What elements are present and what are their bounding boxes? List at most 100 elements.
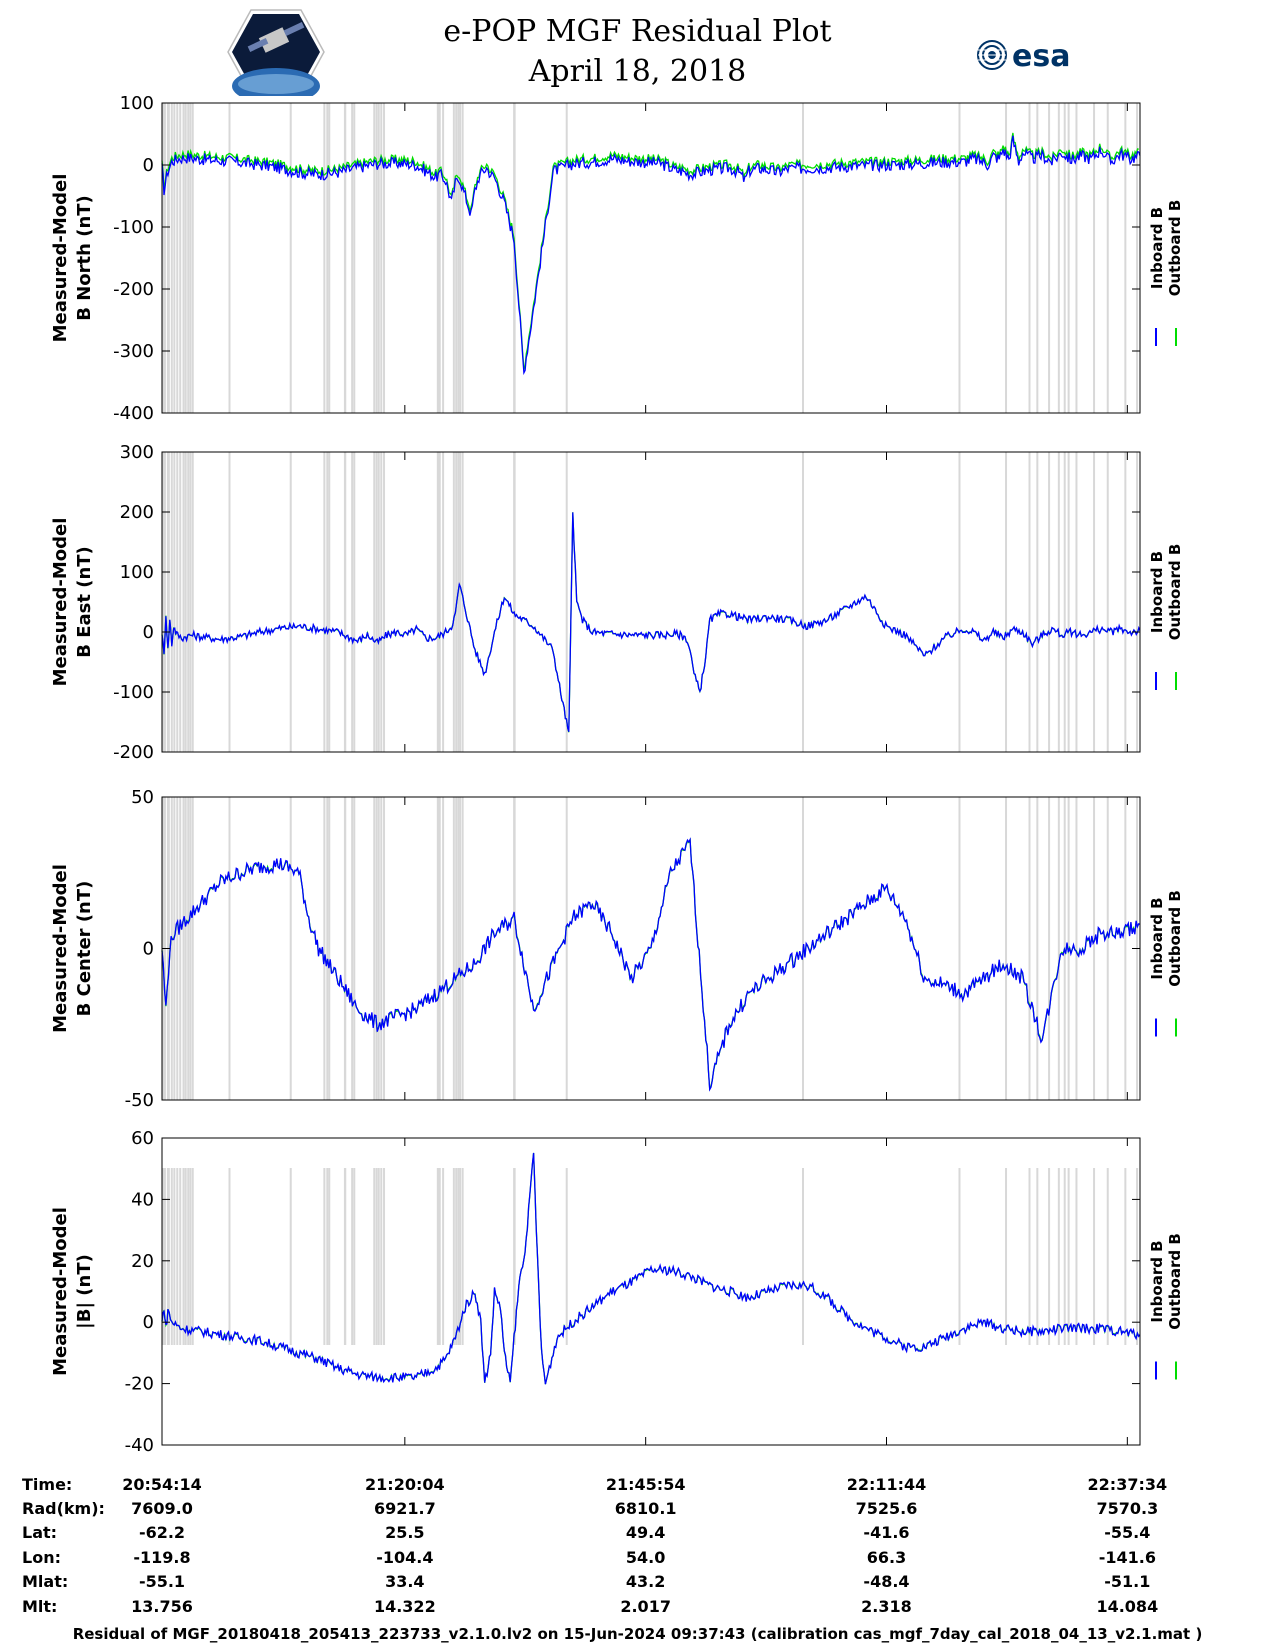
data-gap-band	[326, 452, 329, 752]
data-gap-band	[182, 797, 185, 1100]
data-gap-band	[436, 797, 441, 1100]
y-tick-label: 100	[120, 562, 154, 583]
data-gap-band	[1106, 103, 1109, 413]
y-tick-label: -50	[125, 1090, 154, 1111]
data-gap-band	[452, 452, 455, 752]
footer-caption: Residual of MGF_20180418_205413_223733_v…	[72, 1625, 1203, 1643]
data-gap-band	[1005, 452, 1008, 752]
data-gap-band	[182, 452, 185, 752]
data-gap-band	[1136, 103, 1139, 413]
data-gap-band	[189, 103, 192, 413]
legend-inboard: Inboard B	[1148, 207, 1166, 289]
outboard-series-line	[161, 132, 1139, 370]
data-gap-band	[1093, 1168, 1096, 1345]
panel-frame	[161, 796, 1141, 1101]
ephemeris-cell: -55.4	[1104, 1523, 1151, 1542]
data-gap-band	[343, 103, 347, 413]
data-gap-band	[170, 103, 173, 413]
data-gap-band	[289, 797, 292, 1100]
data-gap-band	[351, 103, 354, 413]
data-gap-band	[328, 103, 331, 413]
data-gap-band	[436, 452, 441, 752]
legend-inboard: Inboard B	[1148, 1240, 1166, 1322]
y-tick-label: -100	[113, 217, 154, 238]
ephemeris-cell: 43.2	[625, 1572, 666, 1591]
ephemeris-cell: 2.017	[620, 1597, 671, 1616]
data-gap-band	[459, 797, 462, 1100]
ephemeris-cell: 22:37:34	[1087, 1475, 1168, 1494]
data-gap-band	[457, 797, 460, 1100]
data-gap-band	[323, 103, 326, 413]
data-gap-band	[565, 452, 568, 752]
ephemeris-cell: 33.4	[385, 1572, 425, 1591]
data-gap-band	[958, 452, 961, 752]
inboard-series-line	[161, 512, 1141, 732]
ephemeris-cell: 7609.0	[131, 1499, 193, 1518]
ephemeris-cell: 20:54:14	[122, 1475, 202, 1494]
data-gap-band	[373, 103, 376, 413]
ephemeris-row-label: Lat:	[22, 1523, 58, 1542]
data-gap-band	[1036, 797, 1039, 1100]
data-gap-band	[191, 1168, 194, 1345]
data-gap-band	[351, 452, 354, 752]
ephemeris-cell: 14.084	[1096, 1597, 1159, 1616]
data-gap-band	[173, 103, 176, 413]
ephemeris-cell: 22:11:44	[846, 1475, 927, 1494]
data-gap-band	[459, 103, 462, 413]
data-gap-band	[228, 797, 231, 1100]
data-gap-band	[380, 103, 383, 413]
data-gap-band	[323, 1168, 326, 1345]
data-gap-band	[173, 1168, 176, 1345]
data-gap-band	[191, 797, 194, 1100]
data-gap-band	[1005, 1168, 1008, 1345]
legend-outboard: Outboard B	[1166, 544, 1184, 641]
data-gap-band	[187, 452, 190, 752]
ephemeris-cell: 54.0	[625, 1548, 666, 1567]
legend-outboard: Outboard B	[1166, 200, 1184, 297]
data-gap-band	[380, 1168, 383, 1345]
data-gap-band	[373, 797, 376, 1100]
data-gap-band	[461, 452, 464, 752]
data-gap-band	[1124, 1168, 1127, 1345]
data-gap-band	[442, 103, 445, 413]
data-gap-band	[1005, 797, 1008, 1100]
data-gap-band	[1057, 1168, 1060, 1345]
data-gap-band	[383, 797, 386, 1100]
data-gap-band	[1005, 103, 1008, 413]
data-gap-band	[958, 1168, 961, 1345]
ephemeris-cell: 66.3	[866, 1548, 907, 1567]
data-gap-band	[802, 103, 805, 413]
data-gap-band	[351, 1168, 354, 1345]
data-gap-band	[179, 1168, 182, 1345]
data-gap-band	[1048, 452, 1051, 752]
data-gap-band	[457, 452, 460, 752]
data-gap-band	[187, 797, 190, 1100]
data-gap-band	[189, 452, 192, 752]
data-gap-band	[328, 1168, 331, 1345]
data-gap-band	[187, 103, 190, 413]
data-gap-band	[1028, 452, 1031, 752]
data-gap-band	[461, 1168, 464, 1345]
data-gap-band	[380, 797, 383, 1100]
data-gap-band	[1093, 452, 1096, 752]
ephemeris-cell: 49.4	[625, 1523, 666, 1542]
data-gap-band	[457, 1168, 460, 1345]
y-tick-label: 40	[131, 1189, 154, 1210]
data-gap-band	[353, 452, 356, 752]
data-gap-band	[289, 103, 292, 413]
data-gap-band	[162, 1168, 166, 1345]
y-tick-label: 20	[131, 1251, 154, 1272]
ephemeris-cell: 6921.7	[373, 1499, 436, 1518]
ephemeris-cell: -51.1	[1104, 1572, 1151, 1591]
data-gap-band	[170, 452, 173, 752]
data-gap-band	[513, 797, 516, 1100]
cassiope-logo	[227, 9, 325, 96]
data-gap-band	[328, 452, 331, 752]
data-gap-band	[323, 797, 326, 1100]
data-gap-band	[1057, 797, 1060, 1100]
data-gap-band	[442, 452, 445, 752]
data-gap-band	[351, 797, 354, 1100]
data-gap-band	[166, 452, 170, 752]
data-gap-band	[383, 452, 386, 752]
data-gap-band	[459, 1168, 462, 1345]
